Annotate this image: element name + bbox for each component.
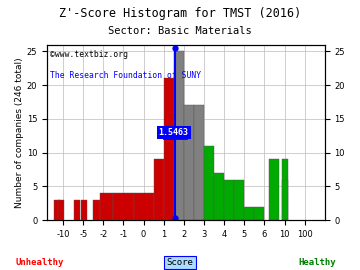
Bar — [164, 78, 174, 220]
Bar — [234, 180, 244, 220]
Bar — [194, 105, 204, 220]
Bar — [224, 180, 234, 220]
Bar — [74, 200, 80, 220]
Text: Z'-Score Histogram for TMST (2016): Z'-Score Histogram for TMST (2016) — [59, 7, 301, 20]
Bar — [184, 105, 194, 220]
Bar — [58, 200, 64, 220]
Text: Healthy: Healthy — [298, 258, 336, 267]
Bar — [134, 193, 154, 220]
Text: ©www.textbiz.org: ©www.textbiz.org — [50, 50, 128, 59]
Text: 1.5463: 1.5463 — [159, 128, 189, 137]
Bar — [254, 207, 264, 220]
Y-axis label: Number of companies (246 total): Number of companies (246 total) — [15, 57, 24, 208]
Bar — [269, 159, 279, 220]
Bar — [214, 173, 224, 220]
Text: Score: Score — [167, 258, 193, 267]
Text: Unhealthy: Unhealthy — [15, 258, 64, 267]
Bar — [154, 159, 164, 220]
Bar — [93, 200, 100, 220]
Bar — [113, 193, 134, 220]
Bar — [100, 193, 113, 220]
Bar — [282, 159, 288, 220]
Bar — [204, 146, 214, 220]
Text: Sector: Basic Materials: Sector: Basic Materials — [108, 26, 252, 36]
Text: The Research Foundation of SUNY: The Research Foundation of SUNY — [50, 71, 201, 80]
Bar — [81, 200, 87, 220]
Bar — [174, 52, 184, 220]
Bar — [282, 180, 288, 220]
Bar — [244, 207, 254, 220]
Bar — [54, 200, 60, 220]
